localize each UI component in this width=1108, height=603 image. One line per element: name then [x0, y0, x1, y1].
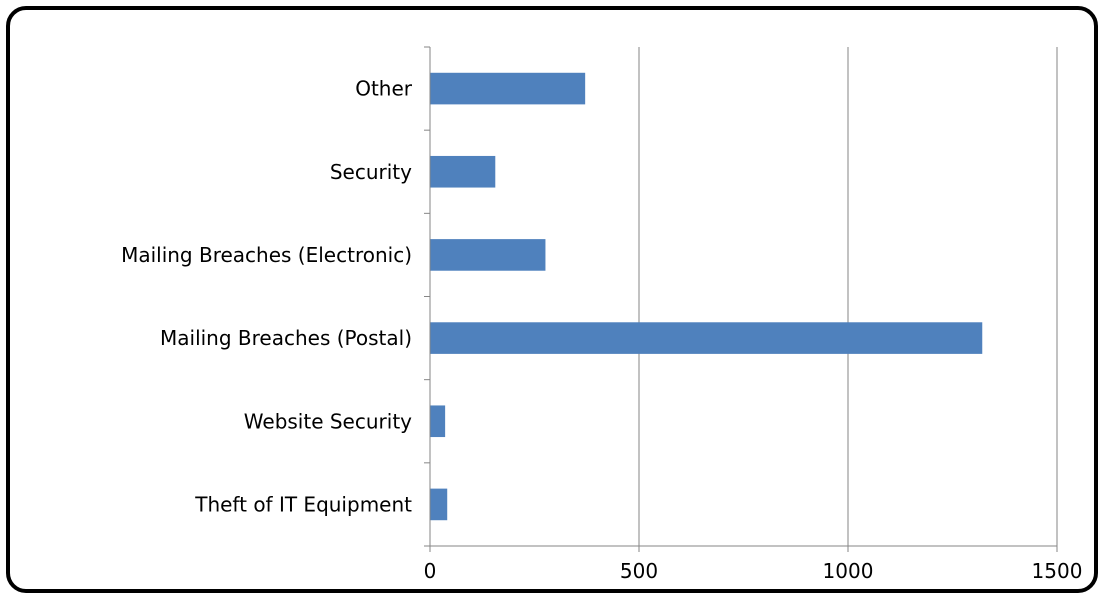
category-label: Mailing Breaches (Electronic): [121, 243, 412, 267]
x-tick-label: 500: [620, 559, 658, 583]
x-tick-labels: 0 500 1000 1500: [424, 559, 1083, 583]
bar: [430, 322, 983, 354]
gridlines: [638, 47, 1058, 546]
category-label: Mailing Breaches (Postal): [160, 326, 412, 350]
category-labels: Theft of IT Equipment Website Security Mai…: [121, 77, 413, 517]
x-tick-label: 0: [424, 559, 437, 583]
category-label: Website Security: [244, 409, 412, 433]
bar: [430, 155, 496, 188]
axes: [424, 46, 1058, 552]
bar: [430, 405, 446, 438]
bar: [430, 488, 448, 521]
bar: [430, 239, 546, 271]
x-tick-label: 1000: [823, 559, 874, 583]
category-label: Other: [355, 77, 413, 101]
bars: [430, 72, 983, 521]
bar: [430, 72, 586, 105]
x-tick-label: 1500: [1032, 559, 1083, 583]
category-label: Theft of IT Equipment: [194, 492, 412, 516]
bar-chart: Theft of IT Equipment Website Security Mai…: [121, 46, 1083, 583]
chart-frame: Theft of IT Equipment Website Security Mai…: [6, 6, 1098, 593]
category-label: Security: [330, 160, 412, 184]
